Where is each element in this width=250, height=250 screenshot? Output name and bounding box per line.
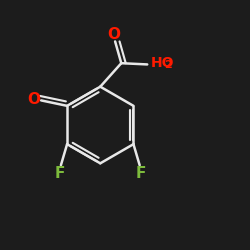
Text: F: F <box>54 166 65 180</box>
Text: 2: 2 <box>164 60 172 70</box>
Text: O: O <box>28 92 41 107</box>
Text: O: O <box>108 27 120 42</box>
Text: HO: HO <box>151 56 174 70</box>
Text: F: F <box>136 166 146 180</box>
